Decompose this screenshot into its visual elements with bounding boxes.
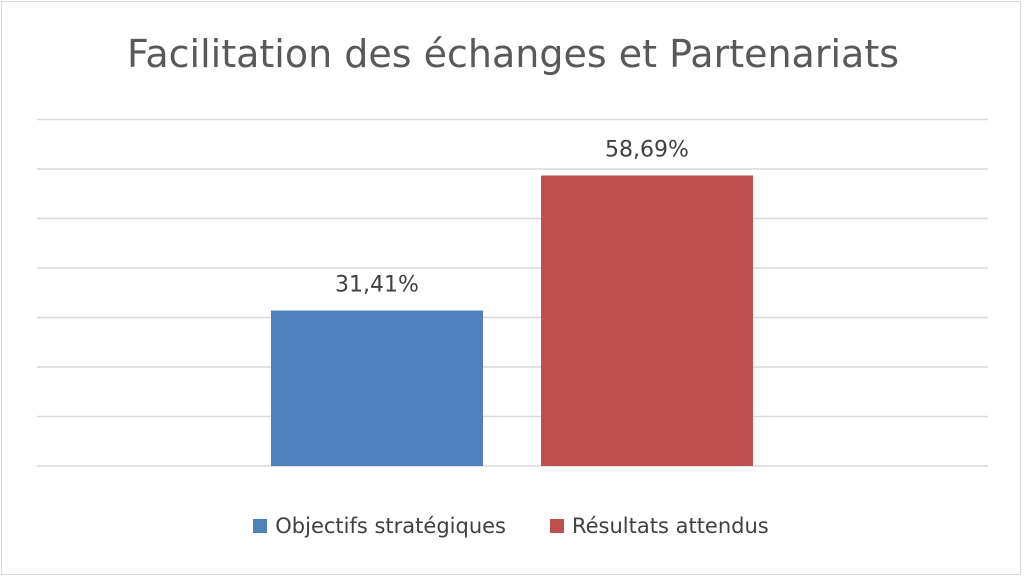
legend-entry-objectifs: Objectifs stratégiques <box>253 514 506 538</box>
data-label-resultats-attendus: 58,69% <box>605 137 689 162</box>
legend-label-objectifs: Objectifs stratégiques <box>275 514 506 538</box>
legend: Objectifs stratégiques Résultats attendu… <box>0 514 1022 538</box>
legend-entry-resultats: Résultats attendus <box>549 514 769 538</box>
bar-resultats-attendus <box>541 175 753 466</box>
data-label-objectifs-strategiques: 31,41% <box>335 273 419 298</box>
bar-objectifs-strategiques <box>271 310 483 466</box>
chart-title: Facilitation des échanges et Partenariat… <box>126 32 900 76</box>
legend-swatch-objectifs <box>253 519 268 533</box>
legend-label-resultats: Résultats attendus <box>571 514 769 538</box>
legend-swatch-resultats <box>549 519 564 533</box>
